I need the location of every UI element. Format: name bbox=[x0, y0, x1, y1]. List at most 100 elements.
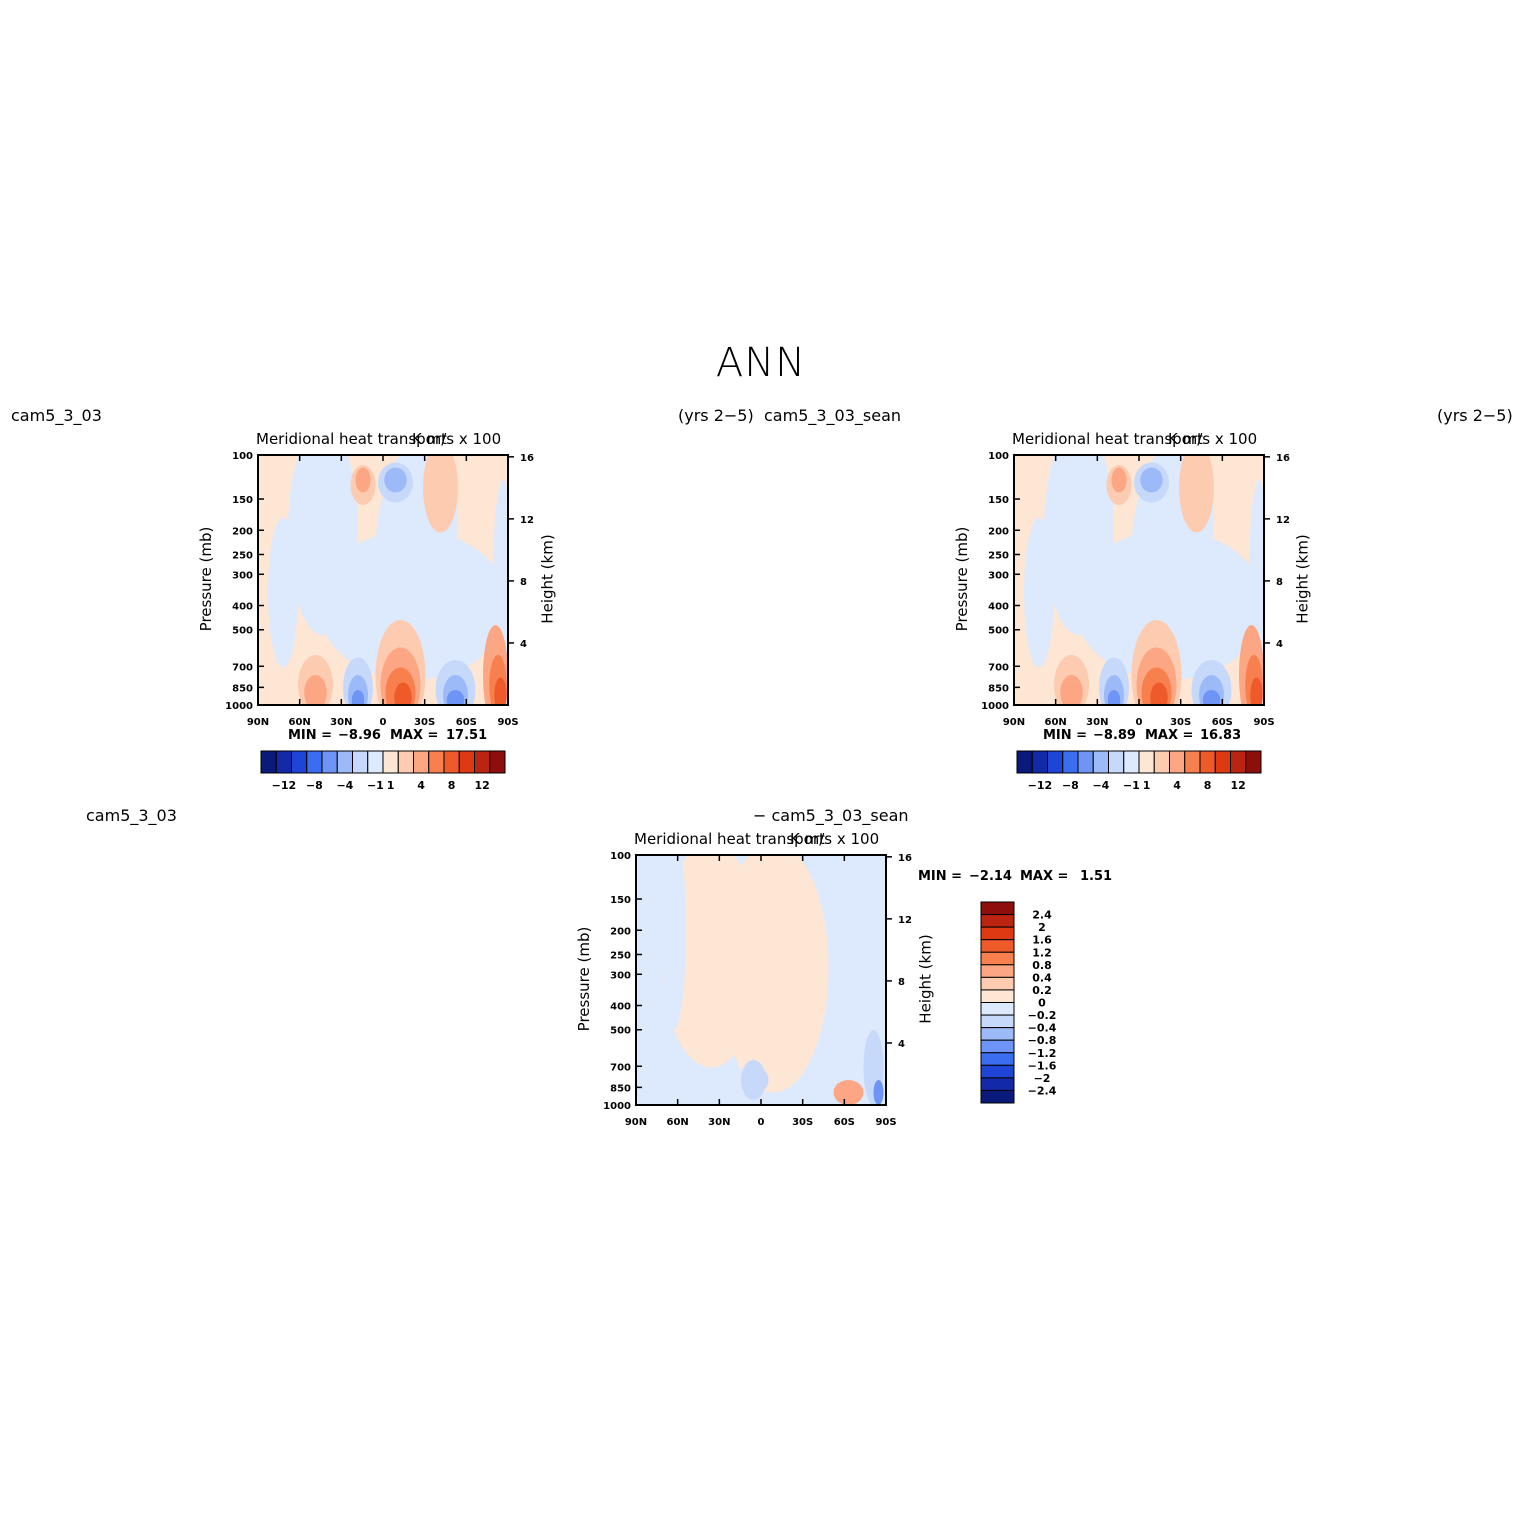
contour-region bbox=[1179, 455, 1214, 533]
colorbar-label: −0.4 bbox=[1028, 1022, 1057, 1035]
colorbar-swatch bbox=[980, 964, 1015, 978]
contour-region bbox=[351, 690, 365, 705]
x-tick-label: 60S bbox=[1212, 717, 1233, 728]
y2-tick-label: 16 bbox=[520, 453, 534, 464]
colorbar-swatch bbox=[980, 976, 1015, 991]
y-tick-label: 500 bbox=[610, 1026, 631, 1037]
y-tick-label: 1000 bbox=[225, 701, 253, 712]
colorbar-label: −12 bbox=[272, 779, 297, 792]
panel1-left-label: cam5_3_03 bbox=[11, 406, 102, 425]
contour-fill-group bbox=[636, 855, 886, 1105]
colorbar-swatch bbox=[980, 1039, 1015, 1054]
contour-region bbox=[268, 517, 298, 668]
panel2-left-label: cam5_3_03_sean bbox=[764, 406, 902, 425]
x-tick-label: 60N bbox=[667, 1117, 689, 1128]
colorbar-label: 4 bbox=[1173, 779, 1181, 792]
y2-tick-label: 8 bbox=[898, 977, 905, 988]
colorbar-swatch bbox=[980, 989, 1015, 1003]
y-tick-label: 850 bbox=[610, 1083, 631, 1094]
contour-region bbox=[355, 467, 371, 493]
colorbar-label: 2.4 bbox=[1032, 909, 1052, 922]
colorbar-swatch bbox=[980, 939, 1015, 953]
y-tick-label: 400 bbox=[988, 602, 1009, 613]
contour-region bbox=[753, 1070, 769, 1090]
colorbar-swatch bbox=[980, 1014, 1015, 1029]
colorbar-label: 0.4 bbox=[1032, 971, 1052, 984]
y2-tick-label: 12 bbox=[1276, 515, 1290, 526]
panel1-max-value: 17.51 bbox=[446, 728, 488, 743]
colorbar-label: −1.6 bbox=[1028, 1059, 1057, 1072]
contour-region bbox=[1107, 690, 1121, 705]
colorbar-label: 1 bbox=[1143, 779, 1151, 792]
colorbar-swatch bbox=[980, 1002, 1015, 1016]
y-tick-label: 700 bbox=[988, 662, 1009, 673]
x-tick-label: 30S bbox=[414, 717, 435, 728]
y-tick-label: 1000 bbox=[981, 701, 1009, 712]
y-tick-label: 250 bbox=[988, 550, 1009, 561]
x-tick-label: 90S bbox=[1253, 717, 1274, 728]
x-tick-label: 90S bbox=[497, 717, 518, 728]
contour-region bbox=[1131, 480, 1172, 630]
panel1-variable-title: Meridional heat transport bbox=[256, 430, 447, 448]
contour-region bbox=[318, 530, 508, 680]
colorbar-label: −8 bbox=[306, 779, 323, 792]
y2-tick-label: 12 bbox=[520, 515, 534, 526]
colorbar-label: 8 bbox=[1204, 779, 1212, 792]
y2-tick-label: 8 bbox=[1276, 577, 1283, 588]
colorbar-swatch bbox=[980, 901, 1015, 916]
panel1-min-value: −8.96 bbox=[338, 728, 381, 743]
colorbar-label: 1 bbox=[387, 779, 395, 792]
contour-region bbox=[423, 455, 458, 533]
y-tick-label: 300 bbox=[988, 570, 1009, 581]
y-tick-label: 200 bbox=[610, 926, 631, 937]
colorbar-label: 8 bbox=[448, 779, 456, 792]
y-tick-label: 400 bbox=[610, 1002, 631, 1013]
contour-fill-group bbox=[1014, 455, 1264, 705]
y-tick-label: 1000 bbox=[603, 1101, 631, 1112]
contour-region bbox=[833, 1080, 864, 1105]
x-tick-label: 0 bbox=[380, 717, 387, 728]
y-tick-label: 700 bbox=[232, 662, 253, 673]
y-tick-label: 850 bbox=[988, 683, 1009, 694]
contour-region bbox=[1140, 467, 1163, 493]
y2-tick-label: 16 bbox=[1276, 453, 1290, 464]
colorbar-swatch bbox=[980, 914, 1015, 928]
x-tick-label: 30N bbox=[1086, 717, 1108, 728]
panel3-min-label: MIN = bbox=[918, 869, 963, 884]
panel2-min-label: MIN = bbox=[1043, 728, 1088, 743]
y-tick-label: 150 bbox=[988, 495, 1009, 506]
colorbar-label: 4 bbox=[417, 779, 425, 792]
colorbar-label: 1.2 bbox=[1032, 946, 1052, 959]
x-tick-label: 60S bbox=[834, 1117, 855, 1128]
contour-region bbox=[1250, 677, 1263, 705]
contour-region bbox=[1024, 517, 1054, 668]
colorbar-swatch bbox=[980, 1064, 1015, 1079]
y-tick-label: 150 bbox=[232, 495, 253, 506]
panel3-right-label: − cam5_3_03_sean bbox=[753, 806, 909, 825]
contour-region bbox=[1060, 675, 1083, 705]
x-tick-label: 60S bbox=[456, 717, 477, 728]
colorbar-label: −2.4 bbox=[1028, 1084, 1057, 1097]
x-tick-label: 90N bbox=[247, 717, 269, 728]
y2-tick-label: 12 bbox=[898, 915, 912, 926]
colorbar-label: −4 bbox=[1092, 779, 1109, 792]
colorbar-label: 0 bbox=[1038, 997, 1046, 1010]
x-tick-label: 30S bbox=[792, 1117, 813, 1128]
y-tick-label: 400 bbox=[232, 602, 253, 613]
y-tick-label: 200 bbox=[988, 526, 1009, 537]
panel1-min-label: MIN = bbox=[288, 728, 333, 743]
y-tick-label: 100 bbox=[232, 451, 253, 462]
colorbar-swatch bbox=[1245, 750, 1262, 774]
y-tick-label: 250 bbox=[232, 550, 253, 561]
contour-fill-group bbox=[258, 455, 508, 705]
colorbar-label: −12 bbox=[1028, 779, 1053, 792]
colorbar-swatch bbox=[980, 1089, 1015, 1104]
colorbar-swatch bbox=[980, 1052, 1015, 1066]
contour-region bbox=[718, 855, 829, 1093]
panel2-variable-title: Meridional heat transport bbox=[1012, 430, 1203, 448]
x-tick-label: 30N bbox=[708, 1117, 730, 1128]
y2-tick-label: 8 bbox=[520, 577, 527, 588]
